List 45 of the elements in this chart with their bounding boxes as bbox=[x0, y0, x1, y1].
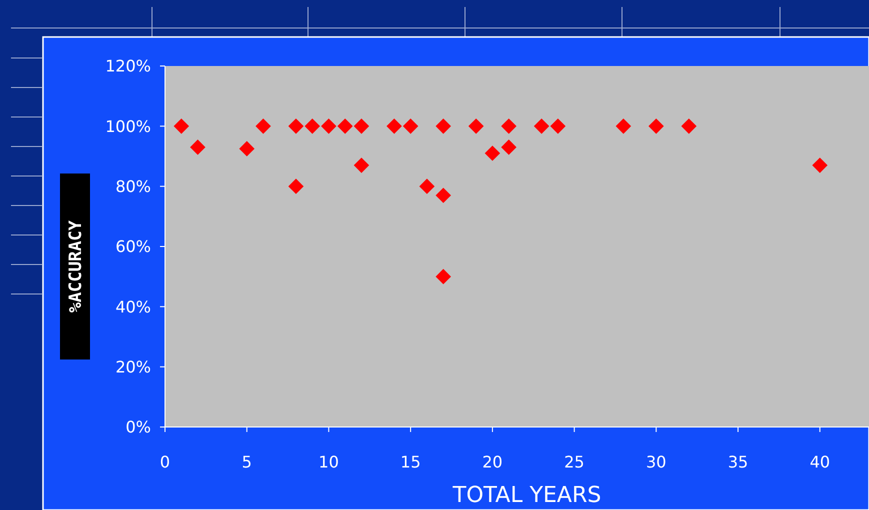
point bbox=[501, 140, 516, 155]
x-tick-label: 35 bbox=[728, 452, 748, 472]
point bbox=[550, 118, 566, 134]
y-tick-label: 60% bbox=[115, 237, 151, 256]
point bbox=[386, 118, 402, 134]
point bbox=[239, 141, 255, 156]
point bbox=[402, 118, 418, 134]
y-axis-title: %ACCURACY bbox=[66, 220, 86, 313]
x-tick-label: 30 bbox=[646, 452, 666, 472]
point bbox=[501, 118, 516, 134]
x-tick-label: 20 bbox=[482, 452, 503, 472]
x-tick-label: 5 bbox=[242, 452, 252, 472]
point bbox=[468, 118, 484, 134]
x-axis-title: TOTAL YEARS bbox=[452, 483, 602, 508]
point bbox=[436, 118, 451, 134]
point bbox=[321, 118, 336, 134]
y-tick-label: 40% bbox=[115, 297, 151, 316]
y-tick-label: 20% bbox=[115, 357, 151, 376]
point bbox=[616, 118, 632, 134]
y-tick-label: 0% bbox=[126, 418, 151, 437]
point bbox=[337, 118, 353, 134]
point bbox=[436, 188, 451, 204]
point bbox=[812, 158, 828, 173]
point bbox=[174, 118, 190, 134]
x-tick-label: 25 bbox=[564, 452, 584, 472]
x-tick-label: 0 bbox=[160, 452, 170, 472]
point bbox=[288, 118, 304, 134]
point bbox=[354, 118, 370, 134]
y-tick-label: 120% bbox=[105, 56, 151, 76]
point bbox=[304, 118, 320, 134]
point bbox=[190, 140, 206, 155]
x-tick-label: 10 bbox=[318, 452, 339, 472]
y-tick-label: 80% bbox=[115, 176, 151, 196]
y-tick-label: 100% bbox=[105, 116, 151, 136]
point bbox=[288, 178, 304, 194]
point bbox=[534, 118, 550, 134]
point bbox=[419, 178, 435, 194]
point bbox=[681, 118, 697, 134]
point bbox=[256, 118, 271, 134]
point bbox=[484, 146, 500, 161]
point bbox=[436, 268, 451, 284]
point bbox=[354, 158, 370, 173]
point bbox=[648, 118, 664, 134]
x-tick-label: 15 bbox=[400, 452, 421, 472]
x-tick-label: 40 bbox=[810, 452, 830, 472]
